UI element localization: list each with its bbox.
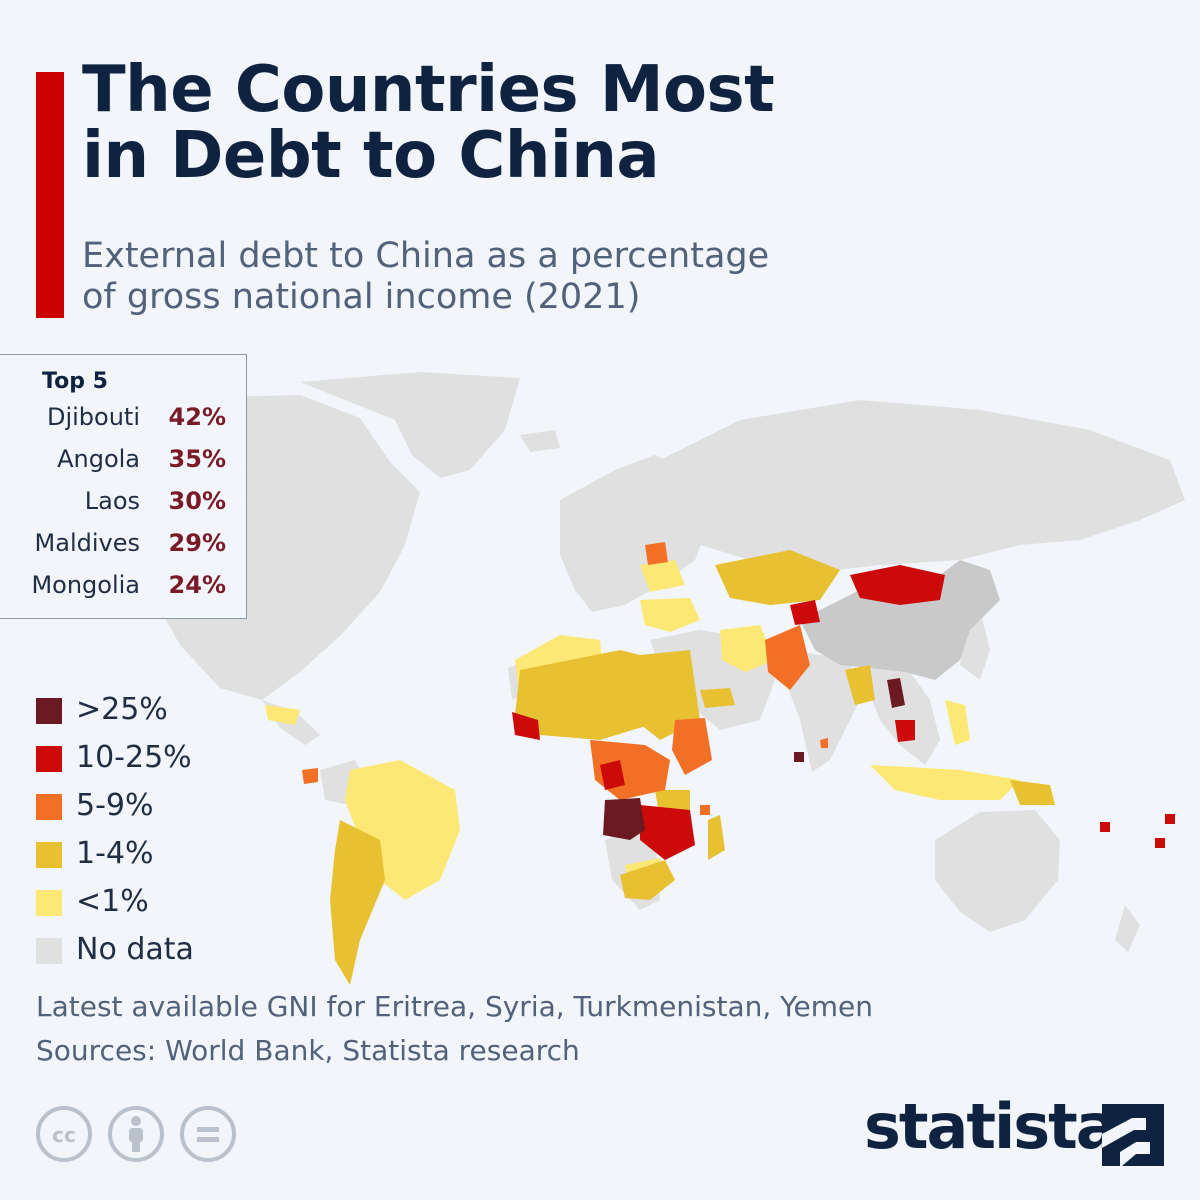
caribbean	[265, 705, 300, 725]
legend-label: >25%	[76, 692, 168, 727]
license-icons: cc	[36, 1106, 246, 1166]
top5-value: 24%	[168, 571, 226, 599]
subtitle-line-1: External debt to China as a percentage	[82, 236, 770, 276]
papua-new-guinea	[1010, 780, 1055, 805]
top5-row: Laos 30%	[0, 487, 226, 517]
new-zealand	[1115, 905, 1140, 952]
legend-item: <1%	[36, 884, 256, 920]
iran-region	[720, 625, 775, 672]
kyrgyzstan-tajikistan	[790, 600, 820, 625]
subtitle-line-2: of gross national income (2021)	[82, 277, 641, 318]
attribution-icon[interactable]	[108, 1106, 164, 1162]
sources: Sources: World Bank, Statista research	[36, 1034, 580, 1067]
no-derivatives-icon[interactable]	[180, 1106, 236, 1162]
legend-item: >25%	[36, 692, 256, 728]
top5-row: Djibouti 42%	[0, 403, 226, 433]
legend-label: 1-4%	[76, 836, 154, 871]
myanmar	[845, 665, 875, 705]
accent-bar	[36, 72, 64, 318]
top5-country: Djibouti	[46, 403, 140, 431]
pakistan	[765, 625, 810, 690]
footnote: Latest available GNI for Eritrea, Syria,…	[36, 990, 874, 1023]
pacific-islands-1	[1100, 822, 1110, 832]
australia	[935, 810, 1060, 932]
top5-value: 35%	[168, 445, 226, 473]
sudan-chad	[635, 650, 700, 740]
top5-value: 30%	[168, 487, 226, 515]
legend-swatch	[36, 938, 62, 964]
brand-wordmark: statista	[864, 1090, 1118, 1163]
belarus	[645, 542, 668, 565]
legend-label: <1%	[76, 884, 149, 919]
ecuador	[302, 768, 318, 784]
argentina-chile	[330, 820, 385, 985]
yemen	[700, 688, 735, 708]
creative-commons-icon[interactable]: cc	[36, 1106, 92, 1162]
legend-item: 10-25%	[36, 740, 256, 776]
indonesia	[870, 765, 1020, 800]
legend-swatch	[36, 842, 62, 868]
iceland	[520, 430, 560, 452]
congo-republic	[600, 760, 625, 790]
title-line-1: The Countries Most	[82, 53, 775, 127]
top5-row: Angola 35%	[0, 445, 226, 475]
statista-logo-icon	[1102, 1104, 1164, 1166]
top5-country: Mongolia	[31, 571, 140, 599]
legend-swatch	[36, 698, 62, 724]
angola	[603, 798, 645, 840]
pacific-islands-3	[1155, 838, 1165, 848]
legend-item: 1-4%	[36, 836, 256, 872]
cambodia	[895, 720, 915, 742]
legend-swatch	[36, 794, 62, 820]
laos	[887, 678, 905, 708]
china	[800, 560, 1000, 680]
top5-value: 29%	[168, 529, 226, 557]
legend-swatch	[36, 746, 62, 772]
statista-logo[interactable]: statista	[864, 1096, 1164, 1170]
svg-text:cc: cc	[52, 1123, 76, 1147]
band-above-25	[603, 678, 905, 840]
subtitle: External debt to China as a percentage o…	[82, 236, 842, 319]
legend-item: No data	[36, 932, 256, 968]
top5-country: Maldives	[34, 529, 140, 557]
top5-row: Mongolia 24%	[0, 571, 226, 601]
sahel-west-africa	[515, 650, 665, 740]
india	[785, 650, 860, 772]
kazakhstan	[715, 550, 840, 605]
pacific-islands-2	[1165, 814, 1175, 824]
top5-box: Top 5 Djibouti 42% Angola 35% Laos 30% M…	[0, 354, 247, 619]
top5-country: Laos	[84, 487, 140, 515]
top5-country: Angola	[57, 445, 140, 473]
world-map	[100, 372, 1185, 985]
top5-heading: Top 5	[42, 369, 108, 394]
mozambique-channel-dot	[700, 805, 710, 815]
maldives	[794, 752, 804, 762]
west-africa-coast	[512, 712, 540, 740]
legend-swatch	[36, 890, 62, 916]
sri-lanka	[820, 738, 828, 748]
south-africa	[620, 860, 675, 900]
top5-value: 42%	[168, 403, 226, 431]
no-data-land	[100, 372, 1185, 952]
band-10-25	[512, 565, 1175, 860]
legend-label: 10-25%	[76, 740, 192, 775]
legend-label: 5-9%	[76, 788, 154, 823]
zambia-zimbabwe	[640, 805, 695, 860]
legend-label: No data	[76, 932, 194, 967]
greenland	[300, 372, 520, 478]
top5-row: Maldives 29%	[0, 529, 226, 559]
legend-item: 5-9%	[36, 788, 256, 824]
balkans-turkey	[640, 598, 700, 632]
ethiopia-kenya	[672, 718, 712, 775]
philippines	[945, 700, 970, 745]
indochina	[860, 665, 940, 765]
russia-asia	[660, 400, 1185, 572]
china-shape	[800, 560, 1000, 680]
page-title: The Countries Most in Debt to China	[82, 53, 982, 193]
title-line-2: in Debt to China	[82, 118, 660, 193]
ukraine	[640, 560, 685, 592]
madagascar	[708, 815, 725, 860]
mongolia	[850, 565, 945, 605]
